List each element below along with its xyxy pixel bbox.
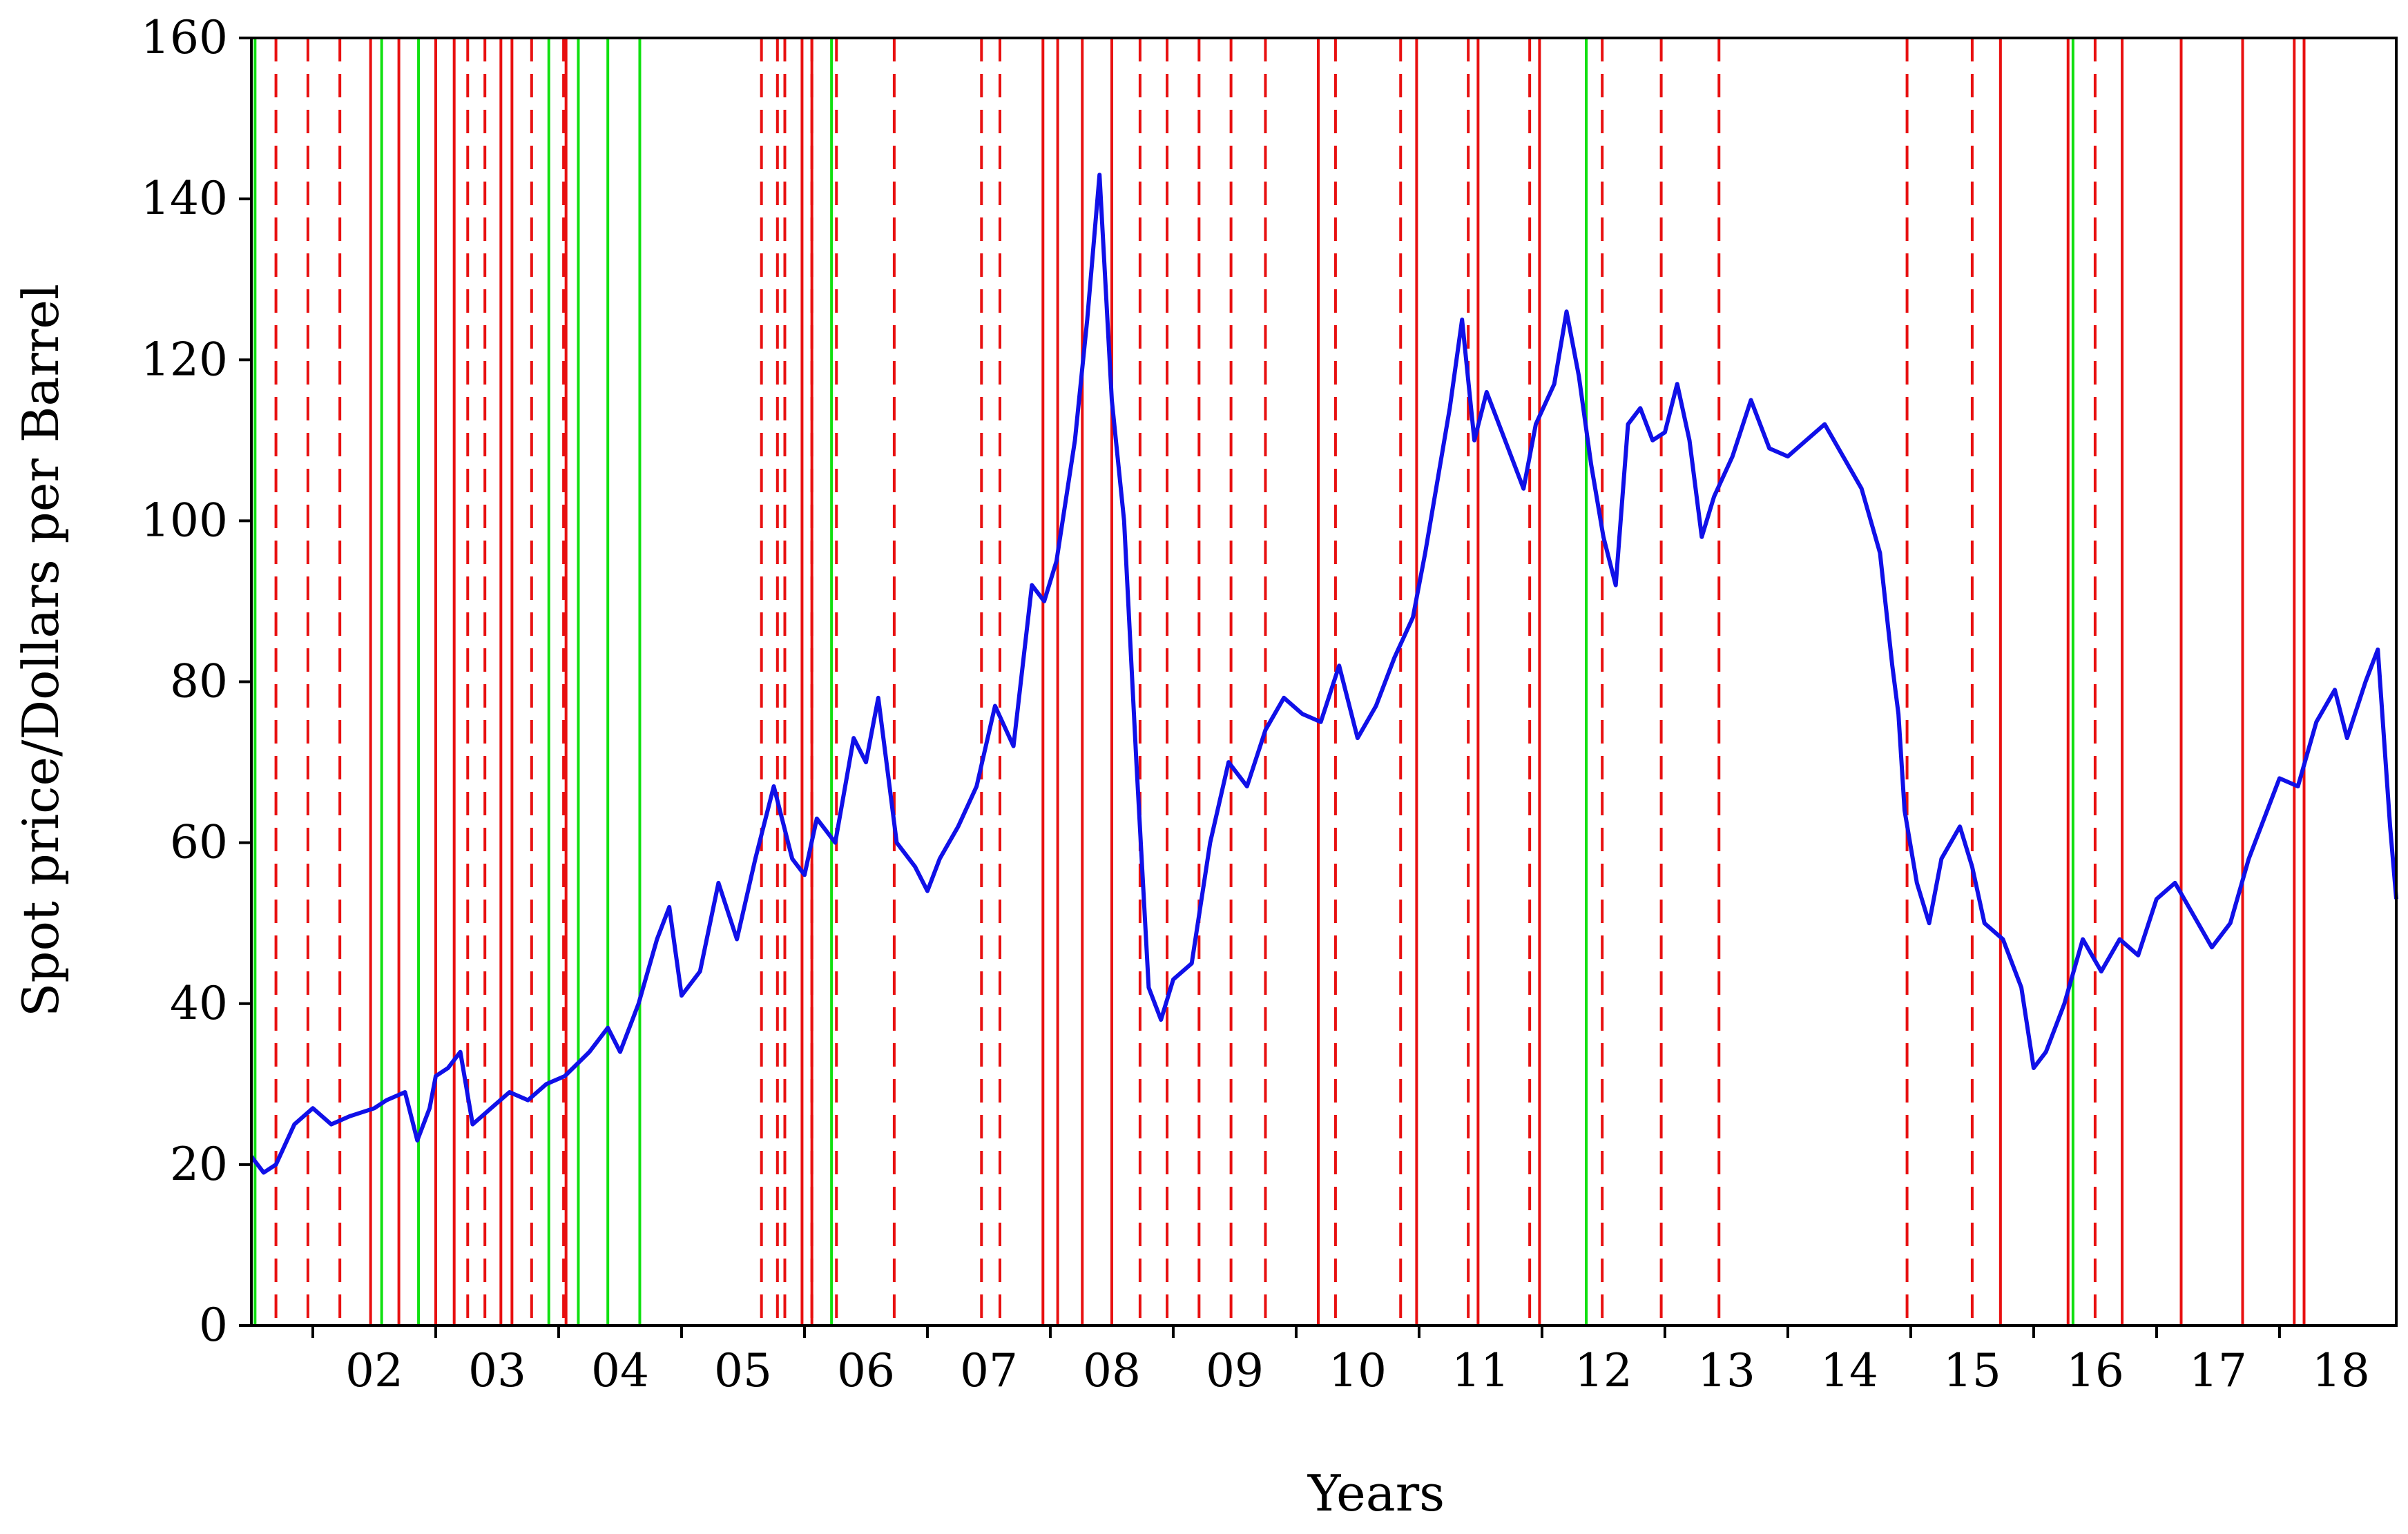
x-tick-label: 12 [1574,1344,1632,1397]
y-tick-label: 80 [170,655,228,708]
y-tick-label: 0 [199,1299,228,1352]
x-tick-label: 13 [1697,1344,1755,1397]
series-line [249,173,2398,1175]
series-layer [249,173,2398,1175]
x-tick-label: 05 [714,1344,772,1397]
y-tick-label: 160 [141,11,228,64]
structural-break-lines [253,38,2306,1326]
x-tick-label: 11 [1452,1344,1510,1397]
x-tick-label: 16 [2066,1344,2124,1397]
x-tick-label: 03 [468,1344,526,1397]
y-tick-label: 120 [141,333,228,386]
x-tick-label: 10 [1329,1344,1387,1397]
y-tick-label: 140 [141,172,228,225]
x-tick-label: 09 [1206,1344,1264,1397]
plot-frame [250,37,2398,1327]
x-tick-label: 08 [1083,1344,1141,1397]
y-tick-label: 100 [141,494,228,547]
y-tick-label: 20 [170,1138,228,1191]
axes: 0 20 40 60 80 100 120 140 160 02 03 04 05 06 07 08 09 10 1… [141,11,2398,1397]
x-tick-label: 02 [345,1344,403,1397]
x-tick-label: 18 [2312,1344,2370,1397]
x-tick-label: 04 [591,1344,649,1397]
x-tick-label: 17 [2189,1344,2247,1397]
x-axis-title: Years [1307,1464,1445,1522]
y-axis-title: Spot price/Dollars per Barrel [12,284,70,1017]
y-tick-label: 40 [170,977,228,1030]
x-tick-label: 06 [837,1344,895,1397]
x-tick-label: 15 [1943,1344,2001,1397]
x-tick-label: 07 [960,1344,1018,1397]
y-tick-label: 60 [170,816,228,869]
x-tick-label: 14 [1820,1344,1878,1397]
